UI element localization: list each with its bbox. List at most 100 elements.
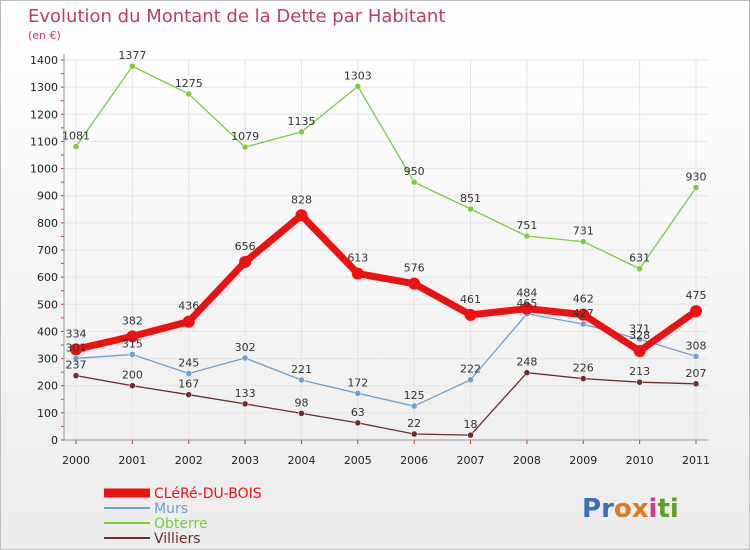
- data-label-obterre: 1081: [62, 130, 90, 143]
- point-obterre: [523, 232, 531, 240]
- point-villiers: [410, 430, 418, 438]
- data-label-obterre: 851: [460, 192, 481, 205]
- point-cl-r-du-bois: [351, 267, 364, 280]
- point-villiers: [636, 378, 643, 386]
- point-villiers: [129, 382, 136, 389]
- x-tick-label: 2010: [626, 454, 654, 467]
- point-murs: [580, 320, 587, 328]
- point-villiers: [692, 380, 700, 388]
- point-villiers: [467, 431, 474, 439]
- data-label-murs: 125: [404, 389, 425, 402]
- point-obterre: [298, 128, 305, 136]
- data-label-villiers: 18: [464, 418, 478, 431]
- x-tick-label: 2002: [175, 454, 203, 467]
- data-label-cl-r-du-bois: 828: [291, 193, 312, 206]
- point-cl-r-du-bois: [182, 315, 195, 328]
- point-murs: [298, 376, 305, 384]
- data-label-obterre: 631: [629, 252, 650, 265]
- data-label-villiers: 213: [629, 365, 650, 378]
- data-label-villiers: 22: [407, 417, 421, 430]
- point-murs: [129, 351, 136, 358]
- point-obterre: [129, 62, 136, 70]
- data-label-obterre: 1275: [175, 77, 203, 90]
- data-label-villiers: 63: [351, 406, 365, 419]
- data-label-murs: 371: [629, 322, 650, 335]
- chart-subtitle: (en €): [28, 29, 61, 42]
- point-villiers: [72, 372, 80, 379]
- point-murs: [185, 370, 192, 377]
- x-tick-label: 2004: [287, 454, 315, 467]
- data-label-villiers: 133: [235, 387, 256, 400]
- point-obterre: [241, 143, 249, 151]
- data-label-villiers: 237: [66, 359, 87, 372]
- point-villiers: [523, 369, 531, 376]
- y-tick-label: 500: [37, 298, 58, 311]
- point-obterre: [185, 90, 192, 98]
- data-label-murs: 245: [178, 357, 199, 370]
- point-murs: [692, 353, 700, 360]
- point-cl-r-du-bois: [70, 343, 82, 356]
- data-label-murs: 221: [291, 363, 312, 376]
- data-label-murs: 301: [66, 341, 87, 354]
- x-tick-label: 2000: [62, 454, 90, 467]
- point-villiers: [241, 400, 249, 408]
- point-obterre: [354, 83, 362, 90]
- y-tick-label: 1300: [30, 81, 58, 94]
- data-label-cl-r-du-bois: 461: [460, 293, 481, 306]
- series-line-murs: [75, 313, 697, 407]
- data-label-villiers: 248: [516, 356, 537, 369]
- point-villiers: [298, 410, 305, 417]
- logo-text: Proxiti: [582, 494, 679, 524]
- series-line-obterre: [75, 65, 697, 270]
- data-labels: 1081 1377 1275 1079 1135 1303 950 851 751 731 631 9…: [62, 49, 707, 431]
- x-tick-label: 2007: [457, 454, 485, 467]
- x-tick-label: 2011: [682, 454, 710, 467]
- y-tick-label: 1100: [30, 135, 58, 148]
- series-group: [70, 62, 702, 439]
- data-label-murs: 308: [686, 339, 707, 352]
- point-villiers: [580, 375, 587, 382]
- x-tick-label: 2009: [569, 454, 597, 467]
- data-label-obterre: 1079: [231, 130, 259, 143]
- data-label-murs: 427: [573, 307, 594, 320]
- y-tick-label: 600: [37, 271, 58, 284]
- data-label-villiers: 200: [122, 369, 143, 382]
- data-label-obterre: 950: [404, 165, 425, 178]
- point-obterre: [692, 184, 700, 191]
- point-cl-r-du-bois: [690, 305, 702, 318]
- legend-label-cl-r-du-bois: CLéRé-DU-BOIS: [154, 486, 262, 502]
- y-tick-label: 200: [37, 380, 58, 393]
- point-cl-r-du-bois: [633, 344, 646, 357]
- point-murs: [354, 390, 362, 397]
- data-label-villiers: 167: [178, 378, 199, 391]
- proxiti-logo: Proxiti: [582, 494, 679, 524]
- y-tick-label: 800: [37, 217, 58, 230]
- data-label-murs: 315: [122, 338, 143, 351]
- legend-label-villiers: Villiers: [154, 531, 201, 547]
- data-label-cl-r-du-bois: 475: [686, 289, 707, 302]
- point-obterre: [580, 238, 587, 245]
- point-cl-r-du-bois: [239, 255, 252, 268]
- point-cl-r-du-bois: [520, 302, 533, 315]
- data-label-cl-r-du-bois: 484: [516, 287, 537, 300]
- series-line-cl-r-du-bois: [72, 211, 700, 355]
- axes: 0 100 200 300 400 500 600 700 800 900 1000 1100 1200…: [30, 54, 710, 467]
- data-label-cl-r-du-bois: 576: [404, 262, 425, 275]
- y-tick-label: 1000: [30, 163, 58, 176]
- y-tick-label: 900: [37, 190, 58, 203]
- y-tick-label: 100: [37, 407, 58, 420]
- x-tick-label: 2008: [513, 454, 541, 467]
- data-label-villiers: 226: [573, 362, 594, 375]
- y-tick-label: 700: [37, 244, 58, 257]
- point-obterre: [410, 178, 418, 186]
- y-tick-label: 1400: [30, 54, 58, 67]
- x-tick-label: 2003: [231, 454, 259, 467]
- point-villiers: [185, 391, 192, 398]
- y-tick-label: 300: [37, 353, 58, 366]
- point-obterre: [467, 205, 474, 213]
- point-obterre: [636, 265, 643, 272]
- y-tick-label: 1200: [30, 108, 58, 121]
- data-label-obterre: 751: [516, 219, 537, 232]
